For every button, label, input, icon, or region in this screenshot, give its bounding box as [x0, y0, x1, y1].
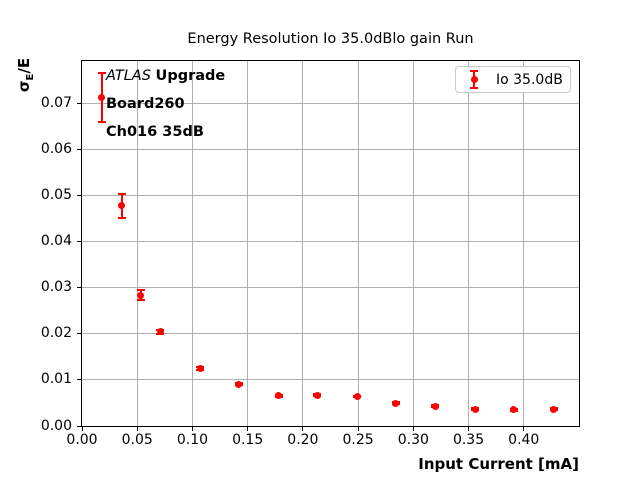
gridline-horizontal — [82, 379, 579, 381]
x-axis-label: Input Current [mA] — [418, 455, 579, 473]
y-tick-mark — [77, 379, 81, 381]
y-tick-mark — [77, 102, 81, 104]
x-tick-label: 0.15 — [232, 432, 264, 448]
gridline-horizontal — [82, 195, 579, 197]
y-tick-mark — [77, 333, 81, 335]
gridline-vertical — [302, 61, 304, 426]
annotation-line-3: Ch016 35dB — [106, 124, 204, 140]
gridline-vertical — [468, 61, 470, 426]
y-tick-mark — [77, 195, 81, 197]
data-point — [313, 391, 321, 399]
x-tick-label: 0.30 — [397, 432, 429, 448]
ylabel-subscript: E — [25, 73, 36, 81]
y-tick-mark — [77, 287, 81, 289]
x-tick-mark — [302, 427, 304, 431]
y-tick-mark — [77, 148, 81, 150]
error-bar-cap — [136, 299, 145, 302]
errorbar-dot — [470, 76, 478, 83]
data-point — [156, 328, 164, 336]
gridline-vertical — [247, 61, 249, 426]
data-point — [118, 202, 126, 210]
x-tick-mark — [191, 427, 193, 431]
x-tick-mark — [81, 427, 83, 431]
x-tick-mark — [523, 427, 525, 431]
chart-title: Energy Resolution Io 35.0dBlo gain Run — [187, 31, 474, 47]
x-tick-mark — [136, 427, 138, 431]
data-point — [392, 399, 400, 407]
y-tick-label: 0.03 — [40, 279, 72, 296]
gridline-horizontal — [82, 333, 579, 335]
x-tick-mark — [412, 427, 414, 431]
y-axis-label: σE/E — [15, 51, 36, 99]
x-tick-label: 0.05 — [121, 432, 153, 448]
data-point — [137, 291, 145, 299]
data-point — [235, 380, 243, 388]
data-point — [275, 392, 283, 400]
errorbar-cap-top — [470, 70, 478, 72]
y-tick-label: 0.00 — [40, 417, 72, 434]
x-tick-mark — [357, 427, 359, 431]
legend: Io 35.0dB — [455, 66, 571, 93]
data-point — [431, 402, 439, 410]
error-bar-cap — [97, 72, 106, 75]
y-tick-label: 0.02 — [40, 325, 72, 342]
x-tick-mark — [247, 427, 249, 431]
errorbar-marker-icon — [469, 70, 479, 89]
x-tick-label: 0.00 — [66, 432, 98, 448]
y-tick-label: 0.04 — [40, 233, 72, 250]
x-tick-mark — [468, 427, 470, 431]
x-tick-label: 0.35 — [452, 432, 485, 448]
x-tick-label: 0.25 — [342, 432, 374, 448]
annotation-block: ATLAS Upgrade Board260 Ch016 35dB — [106, 62, 225, 146]
gridline-horizontal — [82, 287, 579, 289]
gridline-horizontal — [82, 241, 579, 243]
legend-label: Io 35.0dB — [496, 71, 563, 88]
annotation-line-1: ATLAS Upgrade — [106, 62, 225, 90]
x-tick-label: 0.40 — [508, 432, 540, 448]
gridline-vertical — [191, 61, 193, 426]
y-tick-label: 0.05 — [40, 187, 72, 204]
gridline-horizontal — [82, 148, 579, 150]
y-tick-label: 0.01 — [40, 371, 72, 388]
errorbar-cap-bottom — [470, 87, 478, 89]
gridline-vertical — [136, 61, 138, 426]
data-point — [550, 405, 558, 413]
ylabel-rest: /E — [15, 57, 33, 74]
ylabel-sigma: σ — [15, 80, 33, 93]
y-tick-label: 0.06 — [40, 140, 72, 157]
annotation-atlas: ATLAS — [106, 68, 151, 84]
plot-area: ATLAS Upgrade Board260 Ch016 35dB Io 35.… — [41, 60, 580, 448]
error-bar-cap — [117, 216, 126, 219]
gridline-horizontal — [82, 102, 579, 104]
gridline-vertical — [523, 61, 525, 426]
error-bar-cap — [136, 289, 145, 292]
error-bar-cap — [97, 121, 106, 124]
data-point — [98, 94, 106, 102]
x-tick-label: 0.10 — [176, 432, 209, 448]
error-bar-cap — [117, 192, 126, 195]
data-point — [510, 406, 518, 414]
data-point — [471, 405, 479, 413]
annotation-line-2: Board260 — [106, 96, 185, 112]
x-tick-label: 0.20 — [287, 432, 319, 448]
y-tick-mark — [77, 241, 81, 243]
gridline-vertical — [412, 61, 414, 426]
gridline-vertical — [357, 61, 359, 426]
y-tick-mark — [77, 425, 81, 427]
data-point — [196, 364, 204, 372]
data-point — [353, 393, 361, 400]
y-tick-label: 0.07 — [40, 94, 72, 111]
annotation-upgrade: Upgrade — [155, 68, 226, 84]
